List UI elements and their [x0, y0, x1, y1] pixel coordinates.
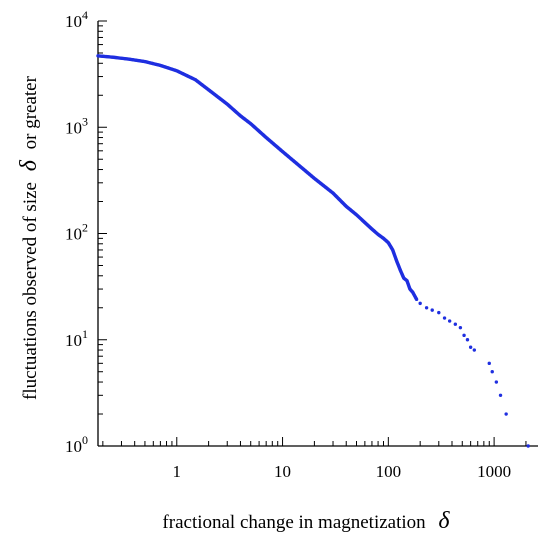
y-tick-exponent: 3 [82, 114, 88, 128]
y-tick-base: 10 [65, 331, 82, 350]
y-tick-base: 10 [65, 225, 82, 244]
data-point [418, 301, 422, 306]
data-point [458, 325, 463, 330]
y-tick-label: 102 [65, 221, 88, 244]
y-tick-label: 104 [65, 8, 88, 31]
y-axis-label: fluctuations observed of size δ or great… [16, 75, 42, 400]
y-tick-label: 101 [65, 327, 88, 350]
x-axis-label: fractional change in magnetization δ [162, 508, 450, 534]
tick-marks [98, 20, 527, 447]
y-axis-label-symbol: δ [16, 159, 42, 171]
axes [97, 21, 538, 447]
y-axis-label-prefix: fluctuations observed of size [20, 182, 41, 400]
y-tick-label: 103 [65, 114, 88, 137]
data-point [504, 412, 508, 416]
data-point [414, 297, 419, 302]
data-point [526, 444, 530, 448]
x-axis-label-symbol: δ [438, 508, 450, 534]
data-point [453, 322, 458, 326]
y-tick-base: 10 [65, 118, 82, 137]
y-tick-exponent: 4 [82, 8, 88, 22]
x-tick-label: 1 [173, 462, 182, 481]
data-point [494, 380, 499, 384]
y-tick-base: 10 [65, 437, 82, 456]
y-tick-exponent: 0 [82, 433, 88, 447]
x-tick-label: 1000 [477, 462, 511, 481]
data-point [465, 338, 470, 342]
data-point [498, 393, 503, 398]
y-tick-base: 10 [65, 12, 82, 31]
x-tick-label: 10 [274, 462, 291, 481]
data-point [490, 370, 494, 374]
data-point [430, 308, 434, 312]
data-point [472, 348, 477, 352]
data-point [442, 316, 447, 320]
data-point [487, 361, 491, 366]
data-point [462, 333, 466, 338]
data-point [468, 345, 473, 349]
y-axis-label-suffix: or greater [20, 75, 41, 149]
x-axis-label-text: fractional change in magnetization [162, 512, 426, 533]
data-points [96, 54, 530, 448]
y-tick-exponent: 1 [82, 327, 88, 341]
data-point [424, 306, 429, 310]
data-point [447, 319, 452, 323]
data-point [437, 310, 441, 315]
x-tick-label: 100 [376, 462, 402, 481]
y-tick-label: 100 [65, 433, 88, 456]
y-tick-exponent: 2 [82, 221, 88, 235]
